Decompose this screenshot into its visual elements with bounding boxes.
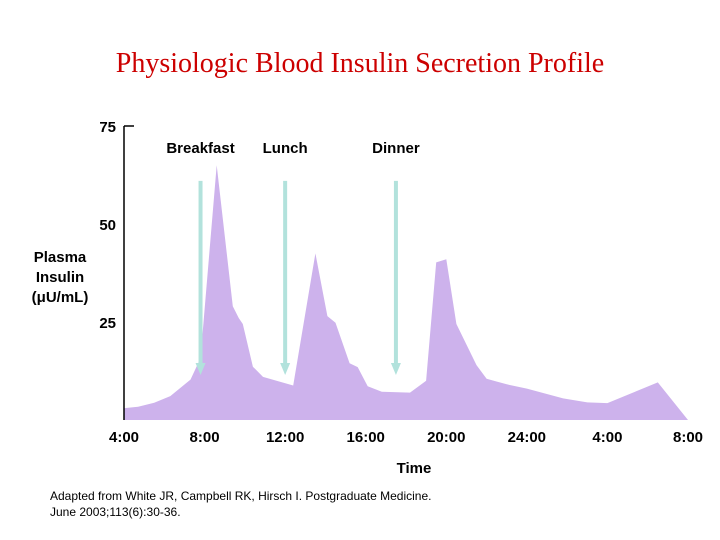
y-tick-label: 50 (99, 217, 116, 234)
x-tick-label: 4:00 (592, 429, 622, 446)
x-tick-label: 12:00 (266, 429, 304, 446)
y-axis-label-line-0: Plasma (34, 249, 87, 266)
meal-label-0: Breakfast (166, 140, 234, 157)
chart-title: Physiologic Blood Insulin Secretion Prof… (115, 48, 605, 79)
x-axis-label: Time (397, 460, 432, 477)
x-tick-label: 8:00 (673, 429, 703, 446)
y-axis-label-line-1: Insulin (36, 269, 84, 286)
meal-arrow-head-2 (390, 362, 401, 375)
citation: Adapted from White JR, Campbell RK, Hirs… (50, 488, 432, 520)
meal-label-1: Lunch (263, 140, 308, 157)
x-tick-label: 24:00 (508, 429, 546, 446)
x-tick-label: 4:00 (109, 429, 139, 446)
citation-line-1: Adapted from White JR, Campbell RK, Hirs… (50, 489, 432, 503)
citation-line-2: June 2003;113(6):30-36. (50, 505, 181, 519)
meal-arrow-head-1 (280, 362, 291, 375)
y-axis-label-line-2: (μU/mL) (32, 289, 89, 306)
x-tick-label: 16:00 (347, 429, 385, 446)
x-tick-label: 8:00 (190, 429, 220, 446)
insulin-area-series-0 (124, 165, 688, 420)
y-tick-label: 25 (99, 315, 116, 332)
y-tick-label: 75 (99, 119, 116, 136)
meal-arrow-head-0 (195, 362, 206, 375)
x-tick-label: 20:00 (427, 429, 465, 446)
meal-label-2: Dinner (372, 140, 420, 157)
